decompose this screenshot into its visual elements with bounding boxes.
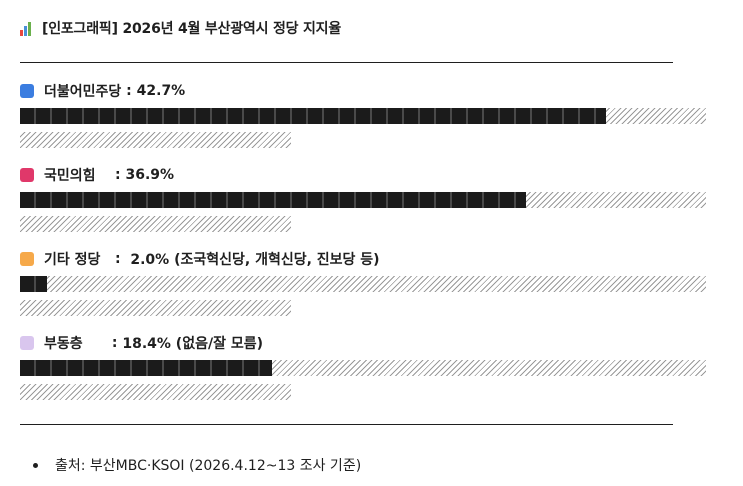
top-divider bbox=[20, 62, 673, 63]
party-label: 기타 정당 : 2.0% (조국혁신당, 개혁신당, 진보당 등) bbox=[20, 249, 380, 269]
party-bar-track bbox=[20, 384, 291, 400]
party-separator: : bbox=[100, 251, 131, 267]
party-separator: : bbox=[121, 83, 137, 99]
bottom-divider bbox=[20, 424, 673, 425]
party-bar-fill bbox=[20, 192, 526, 208]
blue-square-icon bbox=[20, 84, 34, 98]
party-bar-fill bbox=[20, 108, 606, 124]
party-value: 2.0% (조국혁신당, 개혁신당, 진보당 등) bbox=[130, 252, 380, 268]
bullet-icon bbox=[33, 462, 38, 468]
party-bar bbox=[20, 192, 706, 208]
party-bar-track bbox=[20, 216, 291, 232]
party-bar-track bbox=[20, 300, 291, 316]
party-value: 18.4% (없음/잘 모름) bbox=[122, 336, 263, 352]
party-value: 42.7% bbox=[136, 83, 186, 99]
source-note: 출처: 부산MBC·KSOI (2026.4.12~13 조사 기준) bbox=[33, 455, 361, 475]
orange-square-icon bbox=[20, 252, 34, 266]
party-bar bbox=[20, 360, 706, 376]
party-label: 부동층 : 18.4% (없음/잘 모름) bbox=[20, 333, 263, 353]
purple-square-icon bbox=[20, 336, 34, 350]
party-bar bbox=[20, 108, 706, 124]
party-value: 36.9% bbox=[125, 167, 175, 183]
red-square-icon bbox=[20, 168, 34, 182]
page-title: [인포그래픽] 2026년 4월 부산광역시 정당 지지율 bbox=[20, 17, 341, 39]
bar-chart-icon bbox=[20, 21, 34, 36]
party-label: 국민의힘 : 36.9% bbox=[20, 165, 174, 185]
party-bar-track bbox=[20, 132, 291, 148]
party-label: 더불어민주당 : 42.7% bbox=[20, 81, 185, 101]
party-bar-fill bbox=[20, 276, 47, 292]
party-name: 더불어민주당 bbox=[44, 84, 122, 100]
party-separator: : bbox=[82, 335, 123, 351]
party-name: 부동층 bbox=[44, 336, 83, 352]
party-bar bbox=[20, 276, 706, 292]
party-separator: : bbox=[95, 167, 126, 183]
party-bar-fill bbox=[20, 360, 272, 376]
party-name: 기타 정당 bbox=[44, 252, 101, 268]
party-name: 국민의힘 bbox=[44, 168, 96, 184]
source-text: 출처: 부산MBC·KSOI (2026.4.12~13 조사 기준) bbox=[55, 458, 362, 474]
page-title-text: [인포그래픽] 2026년 4월 부산광역시 정당 지지율 bbox=[42, 21, 342, 37]
